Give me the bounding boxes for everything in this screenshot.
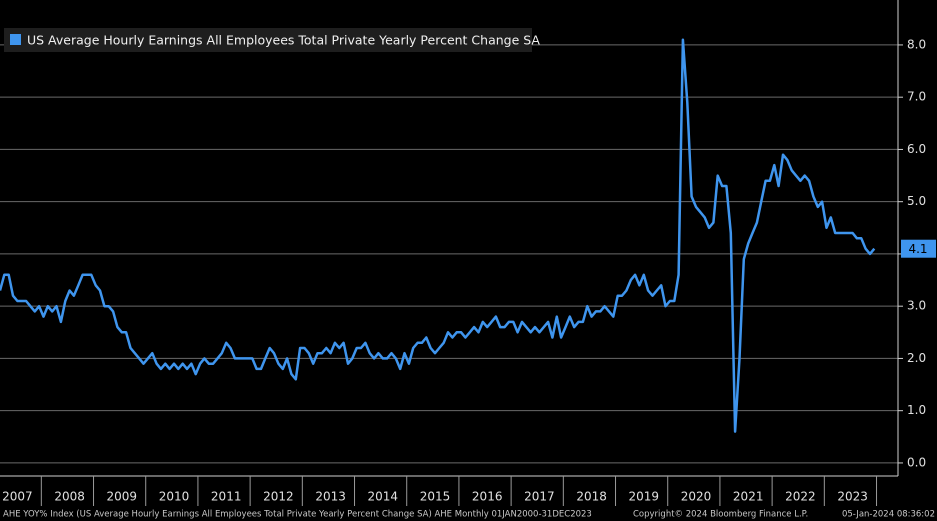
last-value-box: [901, 239, 936, 258]
footer-timestamp: 05-Jan-2024 08:36:02: [842, 510, 935, 520]
legend-swatch: [10, 34, 21, 45]
x-tick-label: 2010: [159, 490, 190, 504]
x-tick-label: 2013: [315, 490, 346, 504]
y-tick-label: 0.0: [907, 455, 926, 469]
y-tick-label: 8.0: [907, 37, 926, 51]
x-tick-label: 2015: [420, 490, 451, 504]
legend-label: US Average Hourly Earnings All Employees…: [27, 33, 540, 48]
x-tick-label: 2021: [733, 490, 764, 504]
y-tick-label: 6.0: [907, 142, 926, 156]
y-tick-label: 7.0: [907, 90, 926, 104]
x-tick-label: 2022: [785, 490, 816, 504]
footer-source: AHE YOY% Index (US Average Hourly Earnin…: [3, 510, 592, 520]
x-tick-label: 2018: [576, 490, 607, 504]
y-tick-label: 5.0: [907, 194, 926, 208]
x-tick-label: 2016: [472, 490, 503, 504]
x-tick-label: 2020: [681, 490, 712, 504]
x-tick-label: 2012: [263, 490, 294, 504]
legend-background: [4, 28, 532, 52]
x-tick-label: 2007: [2, 490, 33, 504]
y-tick-label: 1.0: [907, 403, 926, 417]
x-tick-label: 2014: [368, 490, 399, 504]
y-tick-label: 3.0: [907, 299, 926, 313]
x-tick-label: 2023: [837, 490, 868, 504]
x-tick-label: 2008: [54, 490, 85, 504]
x-tick-label: 2011: [211, 490, 242, 504]
x-tick-label: 2017: [524, 490, 555, 504]
footer-copyright: Copyright© 2024 Bloomberg Finance L.P.: [633, 510, 808, 520]
y-tick-label: 2.0: [907, 351, 926, 365]
last-value-label: 4.1: [908, 242, 927, 256]
x-tick-label: 2009: [107, 490, 138, 504]
series-line: [0, 38, 876, 433]
x-tick-label: 2019: [629, 490, 660, 504]
